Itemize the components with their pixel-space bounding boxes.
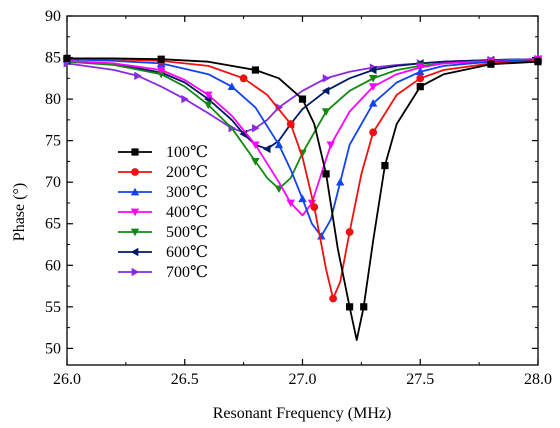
data-point bbox=[239, 74, 248, 83]
data-point bbox=[251, 66, 259, 74]
legend-label: 500℃ bbox=[166, 224, 208, 241]
data-point bbox=[534, 58, 542, 66]
x-tick-label: 28.0 bbox=[524, 371, 552, 388]
data-point bbox=[416, 83, 424, 91]
data-point bbox=[416, 67, 425, 76]
x-tick-label: 27.0 bbox=[289, 371, 317, 388]
data-point bbox=[322, 170, 330, 178]
y-tick-label: 70 bbox=[45, 174, 61, 191]
y-tick-label: 50 bbox=[45, 340, 61, 357]
series-line bbox=[66, 58, 539, 150]
data-point bbox=[321, 108, 331, 116]
data-point bbox=[416, 74, 425, 83]
data-point bbox=[335, 177, 345, 186]
legend-marker bbox=[131, 168, 139, 176]
legend-entry: 200℃ bbox=[118, 164, 208, 181]
data-point bbox=[274, 140, 284, 149]
data-point bbox=[251, 141, 260, 149]
x-tick-label: 26.5 bbox=[171, 371, 199, 388]
data-point bbox=[368, 65, 377, 75]
data-point bbox=[157, 55, 165, 63]
series-line bbox=[66, 58, 539, 190]
data-point bbox=[227, 82, 237, 90]
legend-marker bbox=[130, 187, 140, 196]
data-point bbox=[369, 128, 378, 137]
x-tick-label: 26.0 bbox=[53, 371, 81, 388]
series-0 bbox=[63, 54, 542, 341]
legend-entry: 100℃ bbox=[118, 144, 208, 161]
data-point bbox=[286, 120, 295, 128]
x-tick-label: 27.5 bbox=[406, 371, 434, 388]
data-point bbox=[298, 194, 307, 203]
legend-label: 700℃ bbox=[166, 264, 208, 281]
legend-marker bbox=[131, 148, 139, 156]
y-tick-label: 75 bbox=[45, 133, 61, 150]
data-point bbox=[251, 158, 260, 166]
legend-entry: 600℃ bbox=[118, 244, 208, 261]
y-tick-label: 90 bbox=[45, 8, 61, 25]
data-point bbox=[157, 70, 166, 79]
legend-entry: 500℃ bbox=[118, 224, 208, 241]
x-axis-title: Resonant Frequency (MHz) bbox=[213, 405, 392, 422]
y-axis-title: Phase (°) bbox=[11, 183, 28, 241]
data-point bbox=[286, 199, 295, 208]
data-point bbox=[63, 54, 71, 62]
data-point bbox=[368, 99, 378, 107]
data-point bbox=[346, 303, 354, 311]
y-tick-label: 65 bbox=[45, 216, 61, 233]
legend-entry: 300℃ bbox=[118, 184, 208, 201]
data-point bbox=[181, 94, 189, 104]
data-point bbox=[307, 199, 317, 208]
data-point bbox=[322, 74, 331, 83]
data-point bbox=[360, 303, 368, 311]
data-point bbox=[204, 91, 213, 100]
data-point bbox=[345, 228, 354, 236]
data-point bbox=[252, 123, 260, 133]
data-point bbox=[262, 144, 271, 154]
data-point bbox=[321, 86, 330, 95]
data-point bbox=[157, 66, 166, 75]
legend-marker bbox=[130, 208, 140, 217]
legend-label: 400℃ bbox=[166, 204, 208, 221]
data-point bbox=[487, 60, 495, 68]
legend-label: 200℃ bbox=[166, 164, 208, 181]
series-line bbox=[66, 58, 539, 238]
data-point bbox=[204, 101, 213, 110]
data-point bbox=[329, 294, 338, 303]
legend-marker bbox=[130, 228, 140, 237]
legend-entry: 700℃ bbox=[118, 264, 208, 281]
y-tick-label: 80 bbox=[45, 91, 61, 108]
data-point bbox=[326, 141, 335, 149]
data-point bbox=[134, 71, 142, 81]
y-tick-label: 85 bbox=[45, 50, 61, 67]
data-point bbox=[275, 103, 284, 112]
legend-marker bbox=[131, 267, 140, 277]
y-tick-label: 60 bbox=[45, 257, 61, 274]
legend-label: 600℃ bbox=[166, 244, 208, 261]
legend-entry: 400℃ bbox=[118, 204, 208, 221]
series-line bbox=[67, 57, 539, 341]
data-point bbox=[298, 95, 307, 103]
series-line bbox=[66, 57, 539, 300]
data-point bbox=[310, 203, 319, 212]
data-point bbox=[368, 83, 378, 91]
legend-marker bbox=[130, 247, 139, 257]
data-point bbox=[368, 74, 378, 83]
y-tick-label: 55 bbox=[45, 299, 61, 316]
data-point bbox=[381, 161, 389, 170]
legend-label: 300℃ bbox=[166, 184, 208, 201]
legend-label: 100℃ bbox=[166, 144, 208, 161]
